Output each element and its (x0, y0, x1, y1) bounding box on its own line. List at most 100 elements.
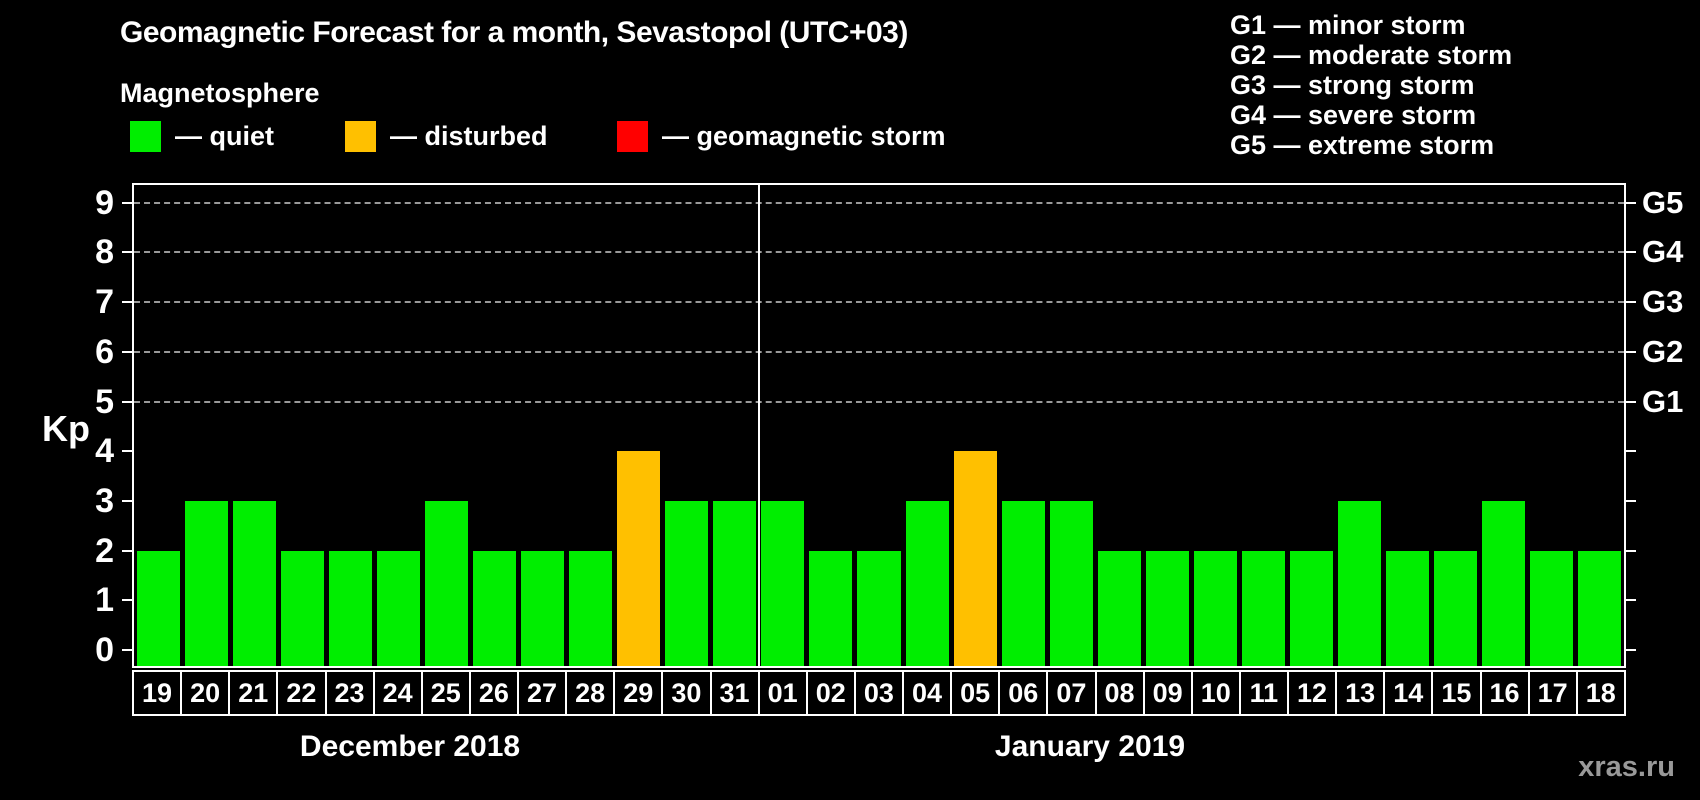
right-tick-0 (1626, 649, 1636, 651)
kp-bar-day-28 (569, 550, 613, 666)
kp-bar-day-08 (1097, 550, 1141, 666)
gridline-kp7 (134, 301, 1624, 304)
month-divider-line (757, 185, 760, 666)
kp-bar-day-01 (761, 500, 805, 666)
day-box-15: 15 (1431, 670, 1482, 716)
day-box-19: 19 (132, 670, 183, 716)
kp-bar-day-31 (713, 500, 757, 666)
day-box-29: 29 (613, 670, 664, 716)
y-tick-label-6: 6 (95, 332, 114, 371)
day-box-27: 27 (517, 670, 568, 716)
g1-legend-entry: G1 — minor storm (1230, 10, 1466, 40)
right-tick-2 (1626, 549, 1636, 552)
right-tick-3 (1626, 499, 1636, 502)
day-box-03: 03 (853, 670, 904, 716)
kp-bar-day-03 (857, 550, 901, 666)
left-tick-6 (122, 350, 132, 353)
left-tick-1 (122, 599, 132, 602)
day-box-30: 30 (661, 670, 712, 716)
kp-bar-day-27 (521, 550, 565, 666)
day-box-17: 17 (1527, 670, 1578, 716)
plot-area: 0 1 2 3 4 5 6 7 8 9 G1 G2 G3 G4 G5 (95, 183, 1683, 669)
day-box-23: 23 (324, 670, 375, 716)
day-box-16: 16 (1479, 670, 1530, 716)
left-tick-3 (122, 499, 132, 502)
kp-bar-day-12 (1290, 550, 1334, 666)
kp-bar-day-02 (809, 550, 853, 666)
watermark: xras.ru (1578, 751, 1675, 783)
day-box-28: 28 (565, 670, 616, 716)
day-box-07: 07 (1046, 670, 1097, 716)
kp-bar-day-10 (1193, 550, 1237, 666)
day-box-26: 26 (468, 670, 519, 716)
kp-bar-day-22 (280, 550, 324, 666)
chart-subtitle: Magnetosphere (120, 78, 320, 108)
legend-item-storm: — geomagnetic storm (617, 120, 946, 152)
kp-bar-day-30 (665, 500, 709, 666)
g3-legend-entry: G3 — strong storm (1230, 70, 1475, 100)
legend-item-quiet: — quiet (130, 120, 274, 152)
kp-bar-day-18 (1578, 550, 1622, 666)
g-axis-label-G3: G3 (1642, 284, 1684, 320)
left-tick-2 (122, 549, 132, 552)
right-tick-4 (1626, 450, 1636, 453)
day-box-04: 04 (902, 670, 953, 716)
right-tick-7 (1626, 301, 1636, 304)
kp-bar-day-19 (136, 550, 180, 666)
day-box-06: 06 (998, 670, 1049, 716)
day-box-20: 20 (180, 670, 231, 716)
day-box-14: 14 (1383, 670, 1434, 716)
kp-bar-day-25 (424, 500, 468, 666)
day-box-09: 09 (1142, 670, 1193, 716)
day-box-24: 24 (372, 670, 423, 716)
legend-label-disturbed: — disturbed (390, 120, 548, 151)
kp-bar-day-29 (617, 451, 661, 666)
legend-item-disturbed: — disturbed (345, 120, 548, 152)
kp-bar-day-07 (1049, 500, 1093, 666)
g2-legend-entry: G2 — moderate storm (1230, 40, 1513, 70)
g-axis-label-G4: G4 (1642, 234, 1684, 270)
kp-bar-day-26 (472, 550, 516, 666)
chart-title: Geomagnetic Forecast for a month, Sevast… (120, 16, 908, 49)
kp-bar-day-11 (1241, 550, 1286, 666)
kp-bar-day-04 (905, 500, 949, 666)
day-box-11: 11 (1238, 670, 1289, 716)
day-box-25: 25 (420, 670, 471, 716)
right-tick-5 (1626, 400, 1636, 403)
kp-bar-day-13 (1338, 500, 1382, 666)
kp-bar-day-17 (1530, 550, 1574, 666)
gridline-kp8 (134, 251, 1624, 254)
kp-bar-day-24 (376, 550, 420, 666)
kp-bar-day-06 (1001, 500, 1045, 666)
right-tick-1 (1626, 599, 1636, 602)
y-tick-label-3: 3 (95, 481, 114, 520)
x-axis-day-row: 19 20 21 22 23 24 25 26 27 28 29 30 31 01 02 03 04 05 06 07… (132, 670, 1626, 716)
g5-legend-entry: G5 — extreme storm (1230, 130, 1495, 160)
y-tick-label-5: 5 (95, 382, 114, 421)
day-box-02: 02 (805, 670, 856, 716)
y-tick-label-4: 4 (95, 432, 114, 471)
right-tick-8 (1626, 251, 1636, 254)
kp-bar-day-15 (1434, 550, 1478, 666)
left-tick-8 (122, 251, 132, 254)
day-box-12: 12 (1287, 670, 1338, 716)
kp-bar-day-21 (232, 500, 276, 666)
kp-bar-day-20 (184, 500, 228, 666)
gridline-kp6 (134, 350, 1624, 353)
day-box-18: 18 (1575, 670, 1626, 716)
y-tick-label-0: 0 (95, 631, 114, 669)
gridline-kp9 (134, 201, 1624, 204)
g-axis-label-G5: G5 (1642, 184, 1684, 220)
storm-color-swatch (617, 120, 648, 152)
kp-bar-day-09 (1145, 550, 1189, 666)
g4-legend-entry: G4 — severe storm (1230, 100, 1477, 130)
right-tick-9 (1626, 201, 1636, 204)
month-label-january: January 2019 (994, 730, 1186, 763)
y-tick-label-7: 7 (95, 283, 114, 322)
right-tick-6 (1626, 350, 1636, 353)
day-box-10: 10 (1190, 670, 1241, 716)
day-box-13: 13 (1335, 670, 1386, 716)
day-box-01: 01 (757, 670, 808, 716)
left-tick-7 (122, 301, 132, 304)
